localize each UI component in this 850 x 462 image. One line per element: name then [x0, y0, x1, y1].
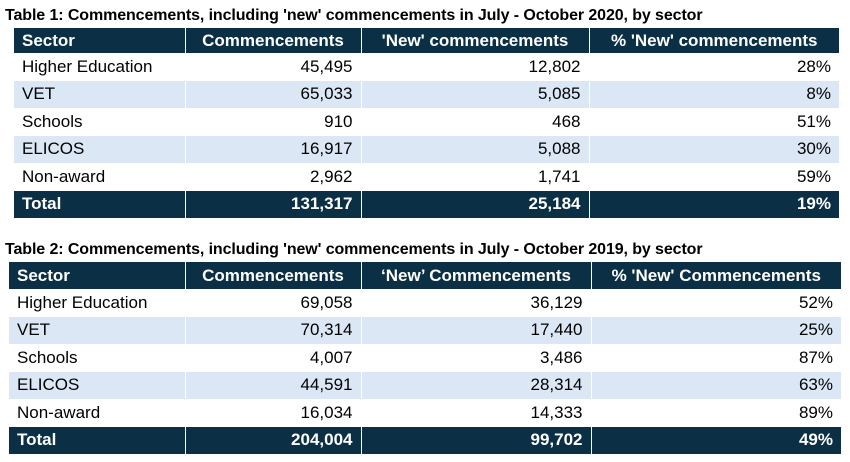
- cell-pct-new: 30%: [588, 135, 839, 163]
- cell-new-commencements: 14,333: [360, 399, 591, 427]
- cell-pct-new: 63%: [590, 371, 841, 399]
- header-pct-new-commencements: % 'New' commencements: [588, 28, 839, 53]
- total-pct-new: 19%: [588, 190, 839, 218]
- cell-sector: VET: [14, 80, 185, 108]
- cell-commencements: 2,962: [184, 163, 361, 191]
- header-commencements: Commencements: [184, 262, 361, 289]
- total-new-commencements: 99,702: [360, 426, 591, 454]
- cell-commencements: 70,314: [184, 316, 361, 344]
- cell-sector: Non-award: [22, 166, 106, 186]
- table-row: Higher Education 45,495 12,802 28%: [14, 53, 839, 81]
- header-sector: Sector: [9, 262, 185, 289]
- table2-caption: Table 2: Commencements, including 'new' …: [5, 241, 703, 258]
- cell-pct-new: 8%: [588, 80, 839, 108]
- cell-sector: Schools: [17, 347, 78, 367]
- cell-sector: ELICOS: [9, 371, 185, 399]
- cell-commencements: 45,495: [184, 53, 361, 81]
- table2-commencements-2019: Sector Commencements ‘New’ Commencements…: [9, 262, 841, 454]
- cell-new-commencements: 12,802: [360, 53, 589, 81]
- total-commencements: 131,317: [184, 190, 361, 218]
- table-row: Non-award 16,034 14,333 89%: [9, 399, 841, 427]
- total-label: Total: [9, 426, 185, 454]
- header-commencements: Commencements: [184, 28, 361, 53]
- table1-commencements-2020: Sector Commencements 'New' commencements…: [14, 28, 839, 218]
- cell-new-commencements: 3,486: [360, 344, 591, 372]
- cell-commencements: 65,033: [184, 80, 361, 108]
- header-pct-new-commencements: % 'New' Commencements: [590, 262, 841, 289]
- total-pct-new: 49%: [590, 426, 841, 454]
- cell-new-commencements: 36,129: [360, 289, 591, 317]
- total-commencements: 204,004: [184, 426, 361, 454]
- header-new-commencements: 'New' commencements: [360, 28, 589, 53]
- table-header-row: Sector Commencements 'New' commencements…: [14, 28, 839, 53]
- cell-pct-new: 25%: [590, 316, 841, 344]
- cell-new-commencements: 1,741: [360, 163, 589, 191]
- table-row: ELICOS 16,917 5,088 30%: [14, 135, 839, 163]
- cell-pct-new: 59%: [588, 163, 839, 191]
- table-row: Schools 910 468 51%: [14, 108, 839, 136]
- cell-commencements: 4,007: [184, 344, 361, 372]
- table-row: Higher Education 69,058 36,129 52%: [9, 289, 841, 317]
- cell-pct-new: 87%: [590, 344, 841, 372]
- table-row: VET 65,033 5,085 8%: [14, 80, 839, 108]
- cell-new-commencements: 5,088: [360, 135, 589, 163]
- table-row: Schools 4,007 3,486 87%: [9, 344, 841, 372]
- total-label: Total: [14, 190, 185, 218]
- cell-sector: ELICOS: [14, 135, 185, 163]
- table-row: ELICOS 44,591 28,314 63%: [9, 371, 841, 399]
- cell-sector: Non-award: [17, 402, 101, 422]
- cell-new-commencements: 5,085: [360, 80, 589, 108]
- table-row: Non-award 2,962 1,741 59%: [14, 163, 839, 191]
- cell-sector: Higher Education: [22, 56, 153, 76]
- table-total-row: Total 204,004 99,702 49%: [9, 426, 841, 454]
- header-new-commencements: ‘New’ Commencements: [360, 262, 591, 289]
- header-sector: Sector: [14, 28, 185, 53]
- cell-new-commencements: 17,440: [360, 316, 591, 344]
- cell-sector: Higher Education: [17, 292, 148, 312]
- cell-sector: VET: [9, 316, 185, 344]
- cell-commencements: 69,058: [184, 289, 361, 317]
- cell-commencements: 16,034: [184, 399, 361, 427]
- cell-new-commencements: 468: [360, 108, 589, 136]
- cell-pct-new: 28%: [588, 53, 839, 81]
- cell-pct-new: 51%: [588, 108, 839, 136]
- cell-commencements: 910: [184, 108, 361, 136]
- cell-pct-new: 89%: [590, 399, 841, 427]
- cell-pct-new: 52%: [590, 289, 841, 317]
- cell-new-commencements: 28,314: [360, 371, 591, 399]
- cell-commencements: 16,917: [184, 135, 361, 163]
- cell-commencements: 44,591: [184, 371, 361, 399]
- table1-caption: Table 1: Commencements, including 'new' …: [5, 7, 703, 24]
- table-row: VET 70,314 17,440 25%: [9, 316, 841, 344]
- cell-sector: Schools: [22, 111, 83, 131]
- total-new-commencements: 25,184: [360, 190, 589, 218]
- table-header-row: Sector Commencements ‘New’ Commencements…: [9, 262, 841, 289]
- table-total-row: Total 131,317 25,184 19%: [14, 190, 839, 218]
